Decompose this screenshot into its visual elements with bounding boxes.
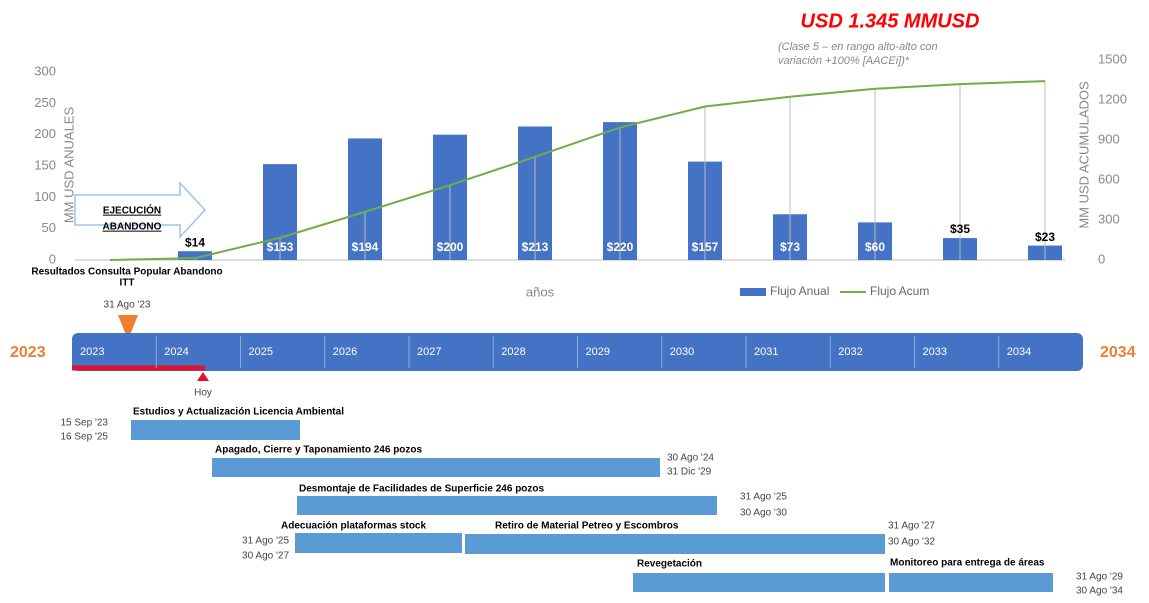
task-name: Desmontaje de Facilidades de Superficie …: [299, 484, 545, 495]
today-marker: [197, 372, 209, 381]
y2-tick-label: 900: [1098, 131, 1120, 146]
y-tick-label: 150: [34, 157, 56, 172]
y-tick-label: 200: [34, 126, 56, 141]
y2-tick-label: 1500: [1098, 51, 1127, 66]
timeline-end: 2034: [1100, 344, 1136, 361]
year-label: 2026: [333, 346, 357, 358]
y-axis-label: MM USD ANUALES: [61, 107, 76, 224]
value-label: $14: [185, 235, 205, 249]
year-label: 2030: [670, 346, 694, 358]
task-name: Monitoreo para entrega de áreas: [890, 558, 1045, 569]
task-bar: [297, 496, 717, 515]
year-label: 2023: [80, 346, 104, 358]
task-bar: [295, 533, 462, 553]
y-tick-label: 50: [42, 220, 56, 235]
task-date: 30 Ago '24: [667, 453, 714, 464]
task-bar: [131, 420, 300, 440]
bar: [178, 251, 212, 260]
task-name: Estudios y Actualización Licencia Ambien…: [133, 407, 344, 418]
task-date: 31 Ago '29: [1076, 572, 1123, 583]
y2-tick-label: 300: [1098, 211, 1120, 226]
legend-swatch: [740, 288, 766, 296]
value-label: $153: [267, 240, 294, 254]
arrow: [74, 181, 207, 239]
event-label: ITT: [120, 278, 135, 289]
task-bar: [212, 458, 660, 477]
subtitle: (Clase 5 – en rango alto-alto con: [778, 41, 938, 53]
task-date: 15 Sep '23: [60, 418, 108, 429]
task-name: Apagado, Cierre y Taponamiento 246 pozos: [215, 445, 423, 456]
timeline: Hoy 2023 2034 2023 2024 2025 2026 2027 2028 20…: [10, 333, 1136, 399]
task-date: 31 Dic '29: [667, 467, 712, 478]
value-label: $200: [437, 240, 464, 254]
value-label: $23: [1035, 230, 1055, 244]
year-label: 2025: [249, 346, 273, 358]
y-tick-label: 250: [34, 95, 56, 110]
y2-tick-label: 1200: [1098, 91, 1127, 106]
task-date: 31 Ago '27: [888, 521, 935, 532]
y2-tick-label: 600: [1098, 171, 1120, 186]
y2-tick-label: 0: [1098, 251, 1105, 266]
legend-label: Flujo Anual: [770, 284, 829, 298]
year-label: 2028: [501, 346, 525, 358]
year-label: 2031: [754, 346, 778, 358]
subtitle: variación +100% [AACEi])*: [778, 55, 910, 67]
task-name: Revegetación: [637, 559, 702, 570]
task-bar: [465, 534, 885, 554]
arrow-label: ABANDONO: [103, 222, 162, 233]
value-label: $220: [607, 240, 634, 254]
value-label: $35: [950, 222, 970, 236]
task-date: 31 Ago '25: [242, 536, 289, 547]
year-label: 2032: [838, 346, 862, 358]
task-date: 31 Ago '25: [740, 492, 787, 503]
y-tick-label: 300: [34, 63, 56, 78]
value-label: $157: [692, 240, 719, 254]
event-label: Resultados Consulta Popular Abandono: [31, 267, 222, 278]
year-label: 2029: [586, 346, 610, 358]
task-date: 30 Ago '32: [888, 537, 935, 548]
timeline-start: 2023: [10, 344, 46, 361]
today-label: Hoy: [194, 388, 212, 399]
task-date: 30 Ago '27: [242, 551, 289, 562]
legend-label: Flujo Acum: [870, 284, 929, 298]
year-label: 2024: [164, 346, 188, 358]
event-marker: [118, 315, 138, 340]
task-bar: [889, 573, 1053, 592]
x-axis-label: años: [526, 284, 555, 299]
y-tick-label: 100: [34, 189, 56, 204]
value-label: $194: [352, 240, 379, 254]
task-date: 30 Ago '34: [1076, 586, 1123, 597]
event-date: 31 Ago '23: [104, 300, 151, 311]
line: [109, 80, 1046, 261]
task-bar: [633, 573, 885, 592]
task-name: Retiro de Material Petreo y Escombros: [495, 521, 679, 532]
chart-title: USD 1.345 MMUSD: [801, 10, 980, 32]
y-tick-label: 0: [49, 251, 56, 266]
y2-axis-label: MM USD ACUMULADOS: [1076, 81, 1091, 229]
year-label: 2027: [417, 346, 441, 358]
task-name: Adecuación plataformas stock: [281, 521, 426, 532]
year-label: 2033: [923, 346, 947, 358]
value-label: $73: [780, 240, 800, 254]
task-date: 30 Ago '30: [740, 508, 787, 519]
value-label: $60: [865, 240, 885, 254]
arrow-label: EJECUCIÓN: [103, 204, 161, 217]
year-label: 2034: [1007, 346, 1031, 358]
value-label: $213: [522, 240, 549, 254]
task-date: 16 Sep '25: [60, 432, 108, 443]
